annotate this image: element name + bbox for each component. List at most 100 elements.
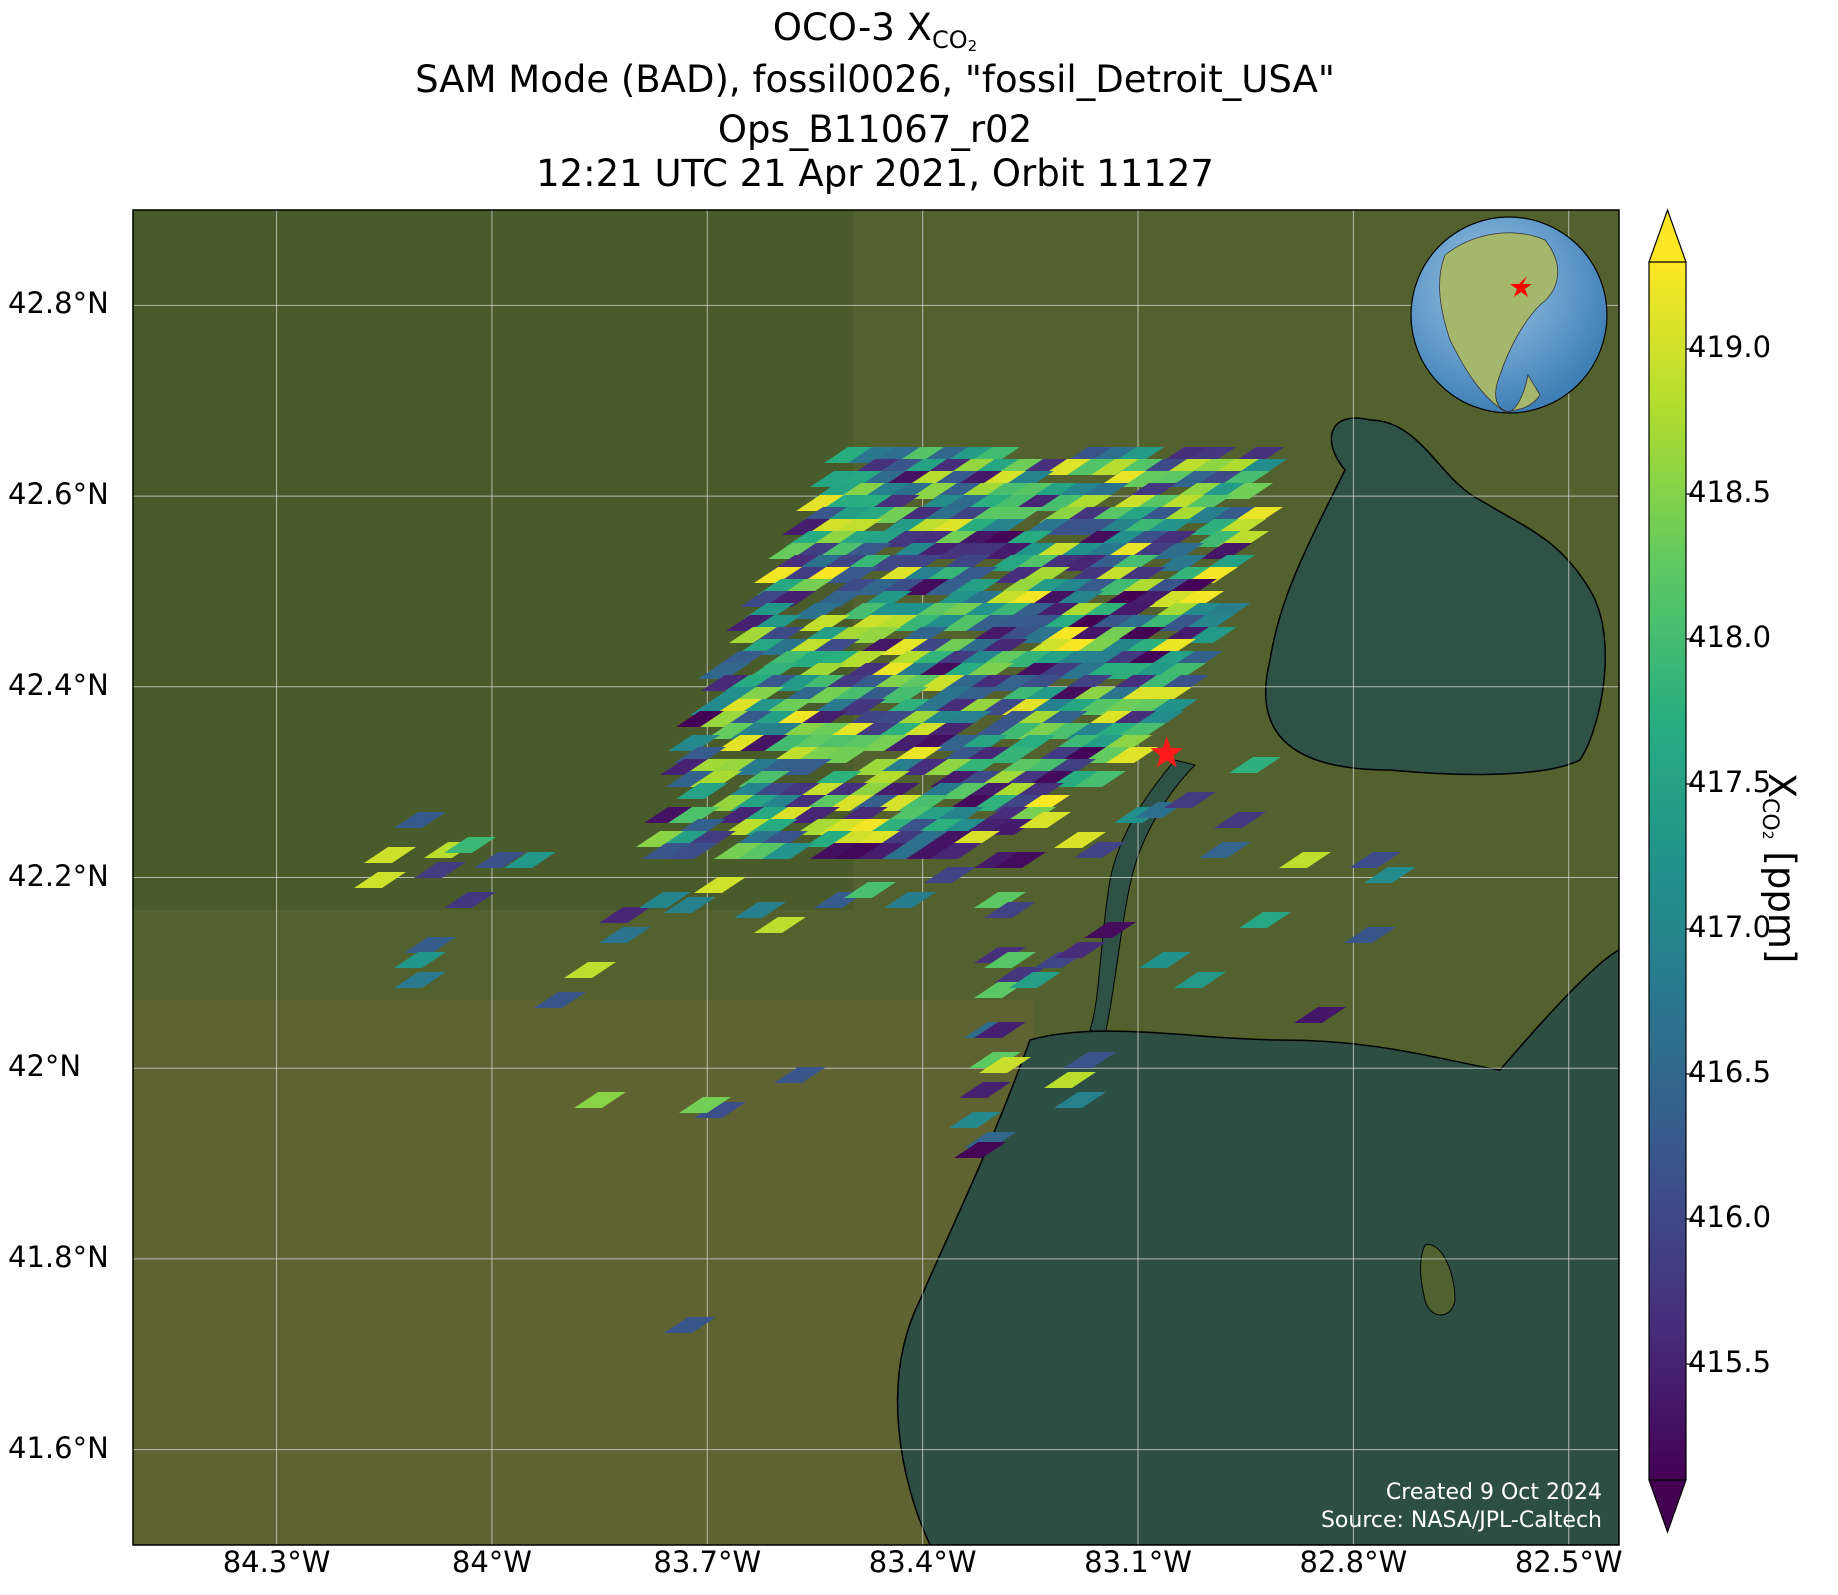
sounding-footprint [636,831,688,847]
chart-title-line4: 12:21 UTC 21 Apr 2021, Orbit 11127 [536,152,1214,195]
sounding-footprint [804,831,856,847]
sounding-footprint [796,495,848,511]
sounding-footprint [599,927,651,943]
title-prefix: OCO-3 X [772,6,932,49]
sounding-footprint [974,947,1026,963]
sounding-footprint [404,937,456,953]
sounding-footprint [664,897,716,913]
sounding-footprint [791,603,843,619]
cb-label-sub-co: CO [1757,798,1782,831]
sounding-footprint [1155,555,1207,571]
land-texture-south [133,1000,1033,1545]
sounding-footprint [810,471,862,487]
colorbar [1648,208,1694,1534]
sounding-footprint [876,687,928,703]
lon-tick-label: 83.1°W [1084,1545,1192,1579]
sounding-footprint [1044,1072,1096,1088]
sounding-footprint [858,843,910,859]
sounding-footprint [668,735,720,751]
sounding-footprint [1193,531,1245,547]
sounding-footprint [924,867,976,883]
sounding-footprint [1214,812,1266,828]
lon-tick-label: 83.4°W [868,1545,977,1579]
sounding-footprint [574,1092,626,1108]
sounding-footprint [701,675,753,691]
colorbar-extend-max [1648,208,1687,263]
sounding-footprint [984,952,1036,968]
sounding-footprint [848,447,900,463]
sounding-footprint [1106,747,1158,763]
title-sub-2: 2 [967,37,978,55]
sounding-footprint [1070,519,1122,535]
sounding-footprint [639,892,691,908]
sounding-footprint [930,843,982,859]
sounding-footprint [788,807,840,823]
colorbar-tick-label: 416.0 [1688,1200,1772,1234]
sounding-footprint [1122,471,1174,487]
sounding-footprint [754,567,806,583]
sounding-footprint [444,837,496,853]
sounding-footprint [839,603,891,619]
sounding-footprint [729,627,781,643]
sounding-footprint [1054,942,1106,958]
sounding-footprint [984,543,1036,559]
colorbar-label: XCO2 [ppm] [1757,768,1803,968]
sounding-footprint [734,902,786,918]
lat-tick-label: 42.6°N [8,477,109,512]
sounding-footprint [732,759,784,775]
sounding-footprint [824,447,876,463]
sounding-footprint [394,972,446,988]
sounding-footprint [1164,792,1216,808]
sounding-footprint [1058,663,1110,679]
sounding-footprint [834,843,886,859]
sounding-footprint [1364,867,1416,883]
lon-tick-label: 82.8°W [1299,1545,1408,1579]
sounding-footprint [894,615,946,631]
lat-tick-label: 41.8°N [8,1239,109,1274]
sounding-footprint [716,807,768,823]
sounding-footprint [1200,543,1252,559]
sounding-footprint [1106,663,1158,679]
sounding-footprint [694,1102,746,1118]
sounding-footprint [1279,852,1331,868]
lat-tick-label: 42.4°N [8,667,109,702]
sounding-footprint [787,651,839,667]
sounding-footprint [754,917,806,933]
sounding-footprint [726,615,778,631]
sounding-footprint [826,567,878,583]
sounding-footprint [989,675,1041,691]
site-star-icon [1150,736,1183,768]
sounding-footprint [917,675,969,691]
sounding-footprint [364,847,416,863]
sounding-footprint [871,507,923,523]
map-panel [133,210,1619,1545]
sounding-footprint [1019,812,1071,828]
sounding-footprint [1091,459,1143,475]
sounding-footprint [1017,627,1069,643]
sounding-footprint [984,902,1036,918]
sounding-footprint [901,579,953,595]
xco2-soundings [354,447,1416,1333]
colorbar-tick-label: 417.0 [1688,910,1772,944]
sounding-footprint [906,843,958,859]
sounding-footprint [599,907,651,923]
title-sub-co: CO [931,26,968,54]
sounding-footprint [1084,922,1136,938]
sounding-footprint [881,531,933,547]
sounding-footprint [936,543,988,559]
sounding-footprint [844,882,896,898]
sounding-footprint [1170,471,1222,487]
sounding-footprint [1344,927,1396,943]
sounding-footprint [354,872,406,888]
sounding-footprint [810,843,862,859]
colorbar-tick-marks [1686,348,1694,1365]
sounding-footprint [880,639,932,655]
title-sub: CO2 [931,26,978,55]
sounding-footprint [1174,972,1226,988]
sounding-footprint [679,1097,731,1113]
colorbar-tick-label: 418.5 [1688,475,1772,509]
colorbar-tick-label: 418.0 [1688,620,1772,654]
sounding-footprint [884,735,936,751]
sounding-footprint [716,735,768,751]
sounding-footprint [900,759,952,775]
